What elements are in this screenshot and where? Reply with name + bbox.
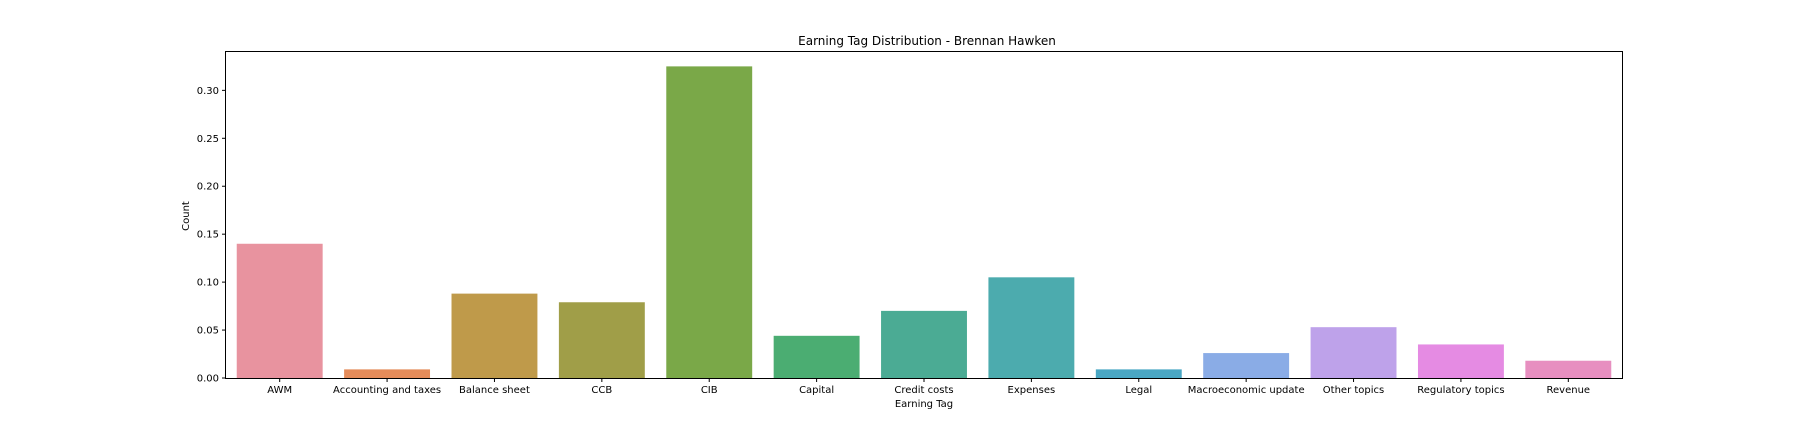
bar-accounting-and-taxes [344,369,431,378]
y-axis-label: Count [181,201,192,231]
chart-title: Earning Tag Distribution - Brennan Hawke… [798,34,1056,48]
bar-ccb [558,302,645,378]
x-tick-label: Expenses [1008,385,1056,396]
y-tick-label: 0.15 [197,230,219,241]
y-tick-label: 0.30 [197,86,219,97]
bar-expenses [988,277,1075,378]
y-tick-label: 0.05 [197,326,219,337]
x-tick-label: Accounting and taxes [333,385,441,396]
bar-cib [666,66,753,378]
x-tick-label: CCB [591,385,612,396]
x-tick-label: Balance sheet [459,385,530,396]
y-tick-label: 0.10 [197,278,219,289]
x-tick-label: Legal [1125,385,1152,396]
x-axis: AWM Accounting and taxes Balance sheet CCB C… [267,378,1590,396]
x-tick-label: Capital [799,385,834,396]
x-axis-label: Earning Tag [895,399,953,410]
bar-balance-sheet [451,293,538,378]
bars-group [236,66,1612,378]
bar-capital [773,335,860,378]
y-tick-label: 0.25 [197,134,219,145]
y-tick-label: 0.00 [197,374,219,385]
x-tick-label: Macroeconomic update [1188,385,1305,396]
y-axis: 0.00 0.05 0.10 0.15 0.20 0.25 0.30 [197,86,226,385]
plot-frame [225,51,1623,379]
bar-regulatory-topics [1417,344,1504,378]
x-tick-label: Regulatory topics [1417,385,1504,396]
x-tick-label: AWM [267,385,292,396]
y-tick-label: 0.20 [197,182,219,193]
bar-macroeconomic-update [1203,353,1290,378]
x-tick-label: CIB [701,385,718,396]
x-tick-label: Other topics [1323,385,1384,396]
x-tick-label: Revenue [1547,385,1591,396]
bar-other-topics [1310,327,1397,378]
bar-awm [236,243,323,378]
bar-credit-costs [881,310,967,378]
bar-legal [1095,369,1182,378]
x-tick-label: Credit costs [894,385,953,396]
bar-revenue [1525,360,1612,378]
